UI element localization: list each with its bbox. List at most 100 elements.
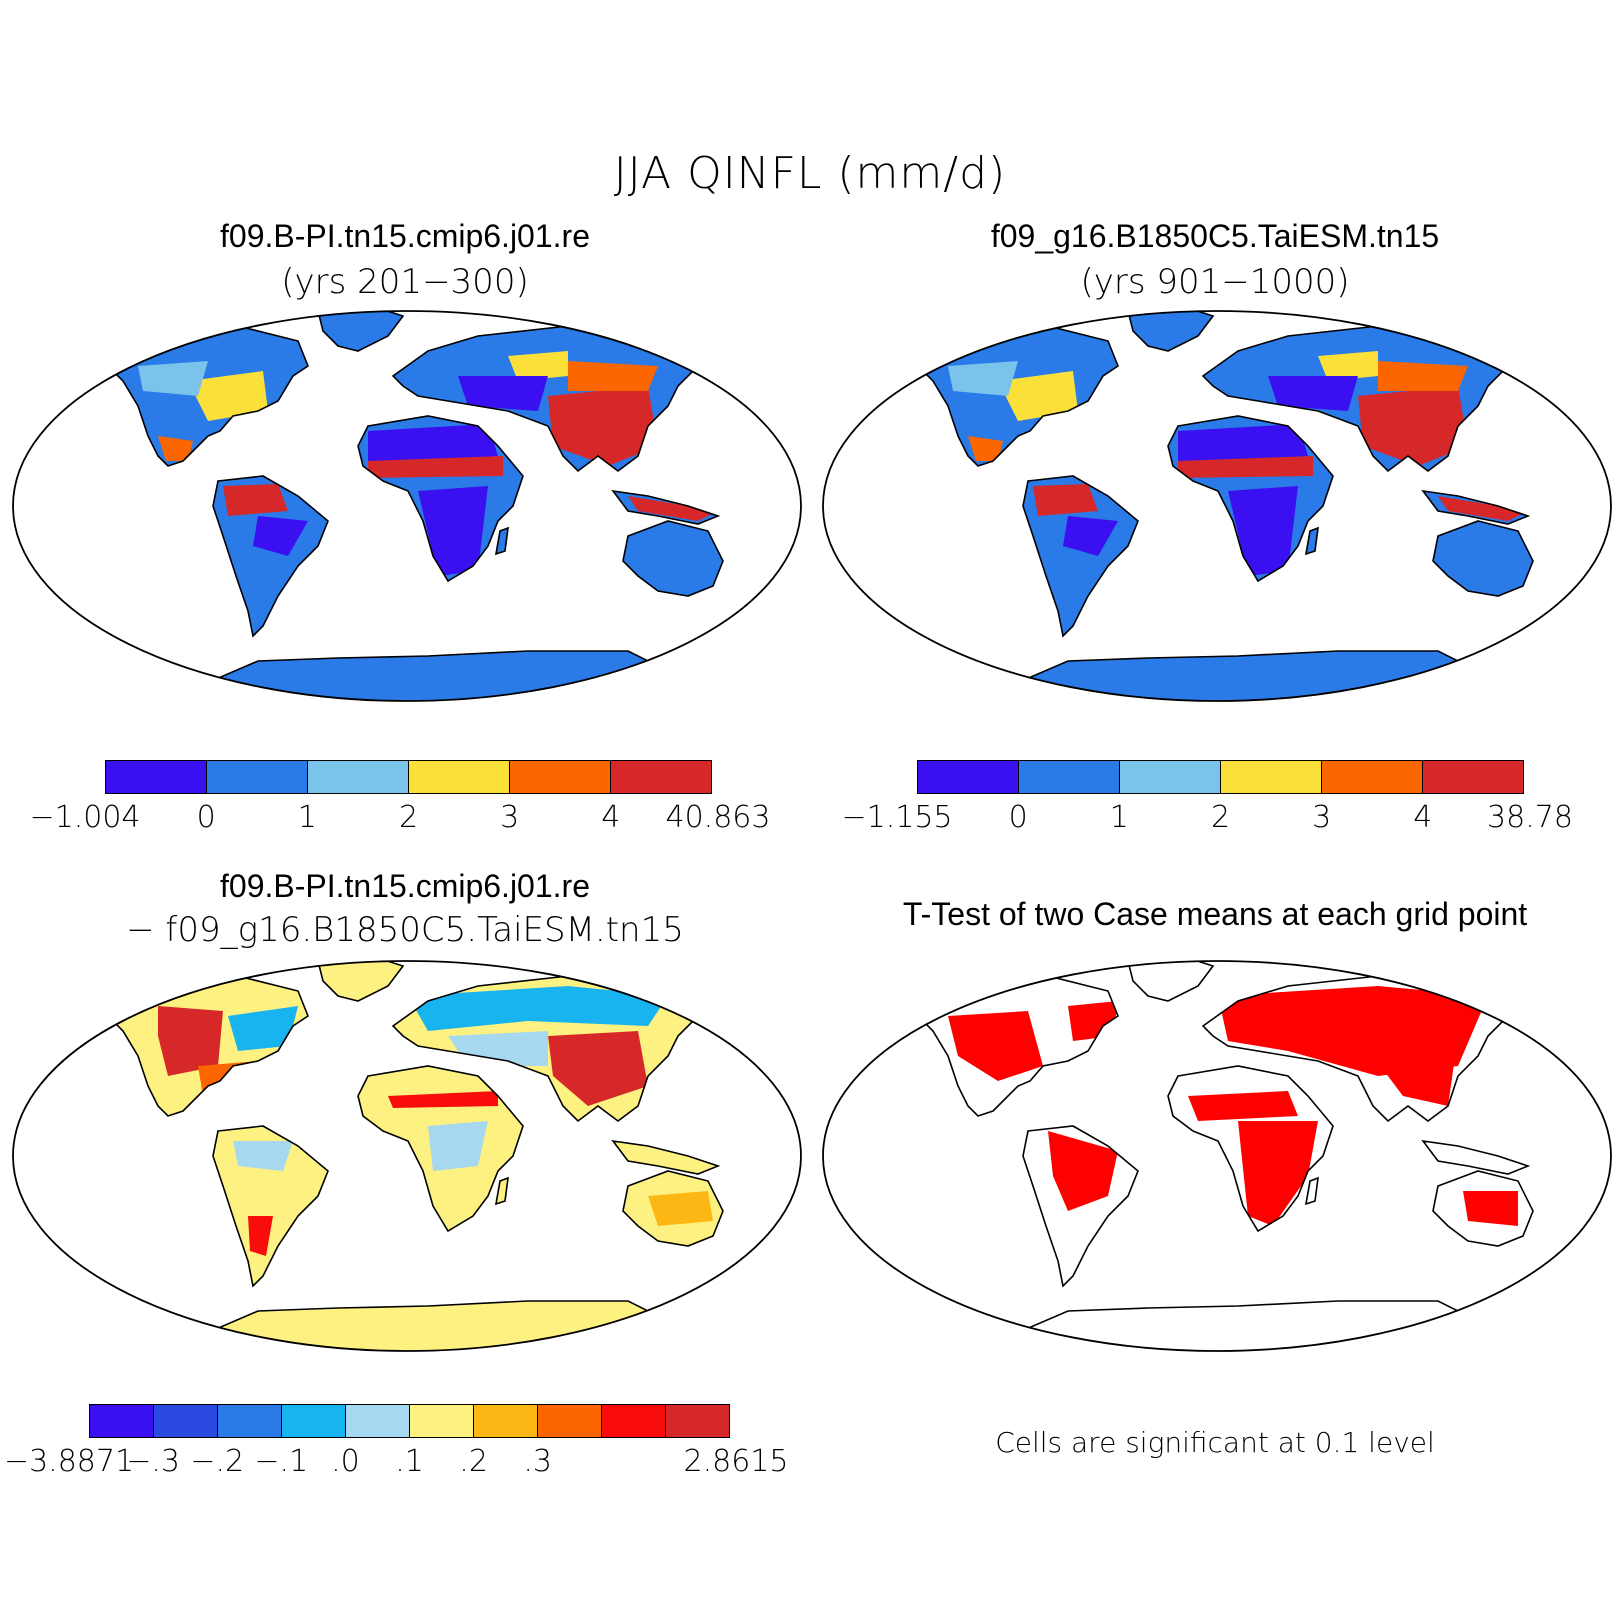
indonesia-fill bbox=[1423, 1141, 1528, 1174]
field-region bbox=[253, 516, 308, 556]
madagascar-coastline bbox=[494, 1176, 509, 1206]
southamerica-coastline bbox=[212, 1125, 329, 1288]
colorbar-box bbox=[308, 761, 409, 793]
map-border bbox=[12, 310, 802, 702]
antarctica-fill bbox=[158, 1301, 668, 1351]
colorbar-box bbox=[474, 1405, 538, 1437]
colorbar-box bbox=[282, 1405, 346, 1437]
field-region bbox=[233, 1141, 293, 1171]
colorbar-tick-label: 0 bbox=[196, 800, 216, 835]
greenland-fill bbox=[318, 961, 403, 1001]
colorbar-panel-2 bbox=[917, 760, 1524, 794]
colorbar-tick-label: 1 bbox=[1109, 800, 1129, 835]
field-region bbox=[1268, 376, 1358, 411]
field-region bbox=[1188, 1091, 1298, 1121]
africa-coastline bbox=[357, 415, 524, 583]
southamerica-coastline bbox=[1022, 1125, 1139, 1288]
field-region bbox=[458, 376, 548, 411]
colorbar-tick-label: −3.8871 bbox=[3, 1444, 135, 1479]
field-region bbox=[628, 496, 718, 521]
panel3-title: f09.B-PI.tn15.cmip6.j01.re bbox=[220, 868, 590, 904]
field-region bbox=[1463, 1191, 1518, 1226]
field-region bbox=[1178, 424, 1308, 466]
australia-fill bbox=[1433, 521, 1533, 596]
colorbar-tick-label: 4 bbox=[601, 800, 621, 835]
colorbar-box bbox=[611, 761, 711, 793]
antarctica-fill bbox=[968, 651, 1478, 701]
panel2-subtitle: (yrs 901−1000) bbox=[1080, 262, 1350, 302]
africa-coastline bbox=[357, 1065, 524, 1233]
madagascar-coastline bbox=[1304, 1176, 1319, 1206]
field-region bbox=[248, 1216, 273, 1256]
colorbar-tick-label: 0 bbox=[1008, 800, 1028, 835]
field-region bbox=[1228, 486, 1298, 576]
greenland-coastline bbox=[1126, 961, 1215, 1002]
panel1-title: f09.B-PI.tn15.cmip6.j01.re bbox=[220, 218, 590, 254]
colorbar-box bbox=[90, 1405, 154, 1437]
indonesia-coastline bbox=[611, 1139, 721, 1175]
figure-title: JJA QINFL (mm/d) bbox=[613, 148, 1007, 199]
field-region bbox=[228, 1006, 298, 1051]
antarctica-coastline bbox=[967, 1300, 1480, 1351]
map-border bbox=[12, 960, 802, 1352]
map-border bbox=[822, 310, 1612, 702]
field-region bbox=[198, 1061, 258, 1096]
australia-fill bbox=[623, 521, 723, 596]
field-region bbox=[368, 424, 498, 466]
field-region bbox=[408, 986, 668, 1031]
field-region bbox=[948, 1011, 1043, 1081]
colorbar-box bbox=[154, 1405, 218, 1437]
southamerica-coastline bbox=[1022, 475, 1139, 638]
field-region bbox=[968, 436, 1003, 461]
colorbar-tick-label: 1 bbox=[297, 800, 317, 835]
colorbar-tick-label: 3 bbox=[500, 800, 520, 835]
colorbar-box bbox=[666, 1405, 729, 1437]
greenland-coastline bbox=[316, 311, 405, 352]
colorbar-box bbox=[1221, 761, 1322, 793]
colorbar-panel-3 bbox=[89, 1404, 730, 1438]
field-region bbox=[1318, 351, 1378, 381]
southamerica-fill bbox=[1023, 476, 1138, 636]
field-region bbox=[1068, 1001, 1118, 1041]
greenland-fill bbox=[1128, 961, 1213, 1001]
indonesia-coastline bbox=[1421, 489, 1531, 525]
indonesia-coastline bbox=[1421, 1139, 1531, 1175]
colorbar-box bbox=[410, 1405, 474, 1437]
field-region bbox=[1033, 484, 1098, 516]
greenland-coastline bbox=[316, 961, 405, 1002]
panel3-subtitle: − f09_g16.B1850C5.TaiESM.tn15 bbox=[126, 910, 684, 950]
field-region bbox=[418, 486, 488, 576]
antarctica-coastline bbox=[157, 1300, 670, 1351]
field-region bbox=[548, 1031, 648, 1106]
field-region bbox=[1048, 1131, 1118, 1211]
field-region bbox=[158, 1006, 223, 1076]
greenland-coastline bbox=[1126, 311, 1215, 352]
field-region bbox=[448, 1031, 548, 1066]
colorbar-tick-label: −.3 bbox=[126, 1444, 180, 1479]
field-region bbox=[1178, 456, 1313, 478]
field-region bbox=[1358, 386, 1468, 466]
field-region bbox=[1378, 361, 1468, 391]
colorbar-box bbox=[409, 761, 510, 793]
australia-coastline bbox=[622, 520, 724, 597]
colorbar-tick-label: 4 bbox=[1413, 800, 1433, 835]
panel1-subtitle: (yrs 201−300) bbox=[281, 262, 529, 302]
colorbar-tick-label: −1.155 bbox=[841, 800, 953, 835]
colorbar-tick-label: 2.8615 bbox=[683, 1444, 789, 1479]
map-border bbox=[822, 960, 1612, 1352]
southamerica-fill bbox=[213, 476, 328, 636]
colorbar-box bbox=[346, 1405, 410, 1437]
northamerica-coastline bbox=[911, 325, 1119, 467]
map-panel-2 bbox=[822, 310, 1612, 702]
northamerica-coastline bbox=[911, 975, 1119, 1117]
colorbar-box bbox=[1120, 761, 1221, 793]
field-region bbox=[1358, 1036, 1458, 1106]
panel4-title: T-Test of two Case means at each grid po… bbox=[902, 896, 1528, 932]
colorbar-box bbox=[1019, 761, 1120, 793]
southamerica-coastline bbox=[212, 475, 329, 638]
madagascar-coastline bbox=[1304, 526, 1319, 556]
panel2-title: f09_g16.B1850C5.TaiESM.tn15 bbox=[990, 218, 1440, 254]
field-region bbox=[568, 361, 658, 391]
australia-coastline bbox=[622, 1170, 724, 1247]
field-region bbox=[548, 386, 658, 466]
